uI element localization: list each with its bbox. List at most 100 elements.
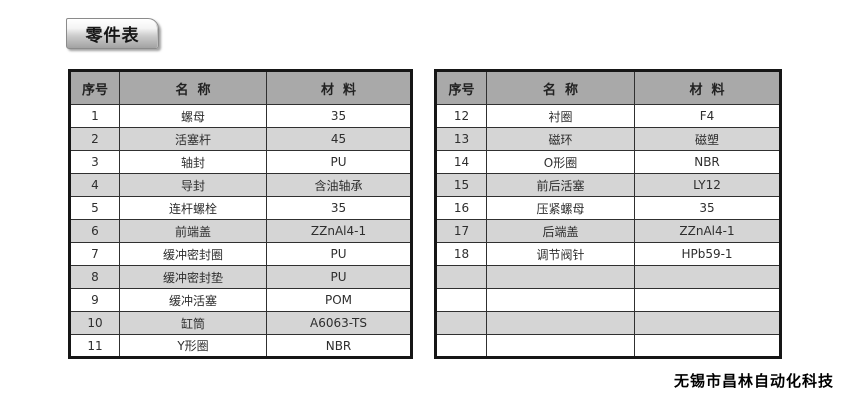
cell-material: 35 — [634, 196, 781, 220]
cell-no: 15 — [435, 173, 487, 197]
cell-no: 12 — [435, 104, 487, 128]
cell-no: 11 — [69, 334, 120, 358]
cell-no: 3 — [69, 150, 120, 174]
cell-name: 调节阀针 — [486, 242, 635, 266]
cell-name: 连杆螺栓 — [119, 196, 267, 220]
table-header-row: 序号 名 称 材 料 — [435, 70, 781, 105]
parts-table-right: 序号 名 称 材 料 12 衬圈 F4 13 磁环 磁塑 14 O形圈 NBR 15 前后活塞 LY1… — [434, 69, 782, 359]
cell-no: 7 — [69, 242, 120, 266]
table-row: 16 压紧螺母 35 — [435, 196, 781, 220]
cell-name — [486, 288, 635, 312]
cell-name: 前端盖 — [119, 219, 267, 243]
table-row: 15 前后活塞 LY12 — [435, 173, 781, 197]
cell-material: 35 — [266, 196, 412, 220]
table-row: 14 O形圈 NBR — [435, 150, 781, 174]
column-header-name: 名 称 — [486, 70, 635, 105]
cell-name: 螺母 — [119, 104, 267, 128]
cell-no: 14 — [435, 150, 487, 174]
cell-name — [486, 311, 635, 335]
cell-material: NBR — [634, 150, 781, 174]
cell-name: 压紧螺母 — [486, 196, 635, 220]
cell-no — [435, 334, 487, 358]
table-row: 13 磁环 磁塑 — [435, 127, 781, 151]
column-header-no: 序号 — [69, 70, 120, 105]
cell-no: 9 — [69, 288, 120, 312]
cell-no: 1 — [69, 104, 120, 128]
cell-material: 磁塑 — [634, 127, 781, 151]
cell-no: 6 — [69, 219, 120, 243]
cell-name: 缓冲密封圈 — [119, 242, 267, 266]
cell-no — [435, 265, 487, 289]
cell-no: 5 — [69, 196, 120, 220]
cell-material: ZZnAl4-1 — [634, 219, 781, 243]
cell-material: 45 — [266, 127, 412, 151]
cell-material — [634, 288, 781, 312]
table-row-empty — [435, 311, 781, 335]
page-title-text: 零件表 — [85, 26, 140, 46]
cell-name: O形圈 — [486, 150, 635, 174]
cell-material: PU — [266, 150, 412, 174]
table-row: 5 连杆螺栓 35 — [69, 196, 412, 220]
table-row: 4 导封 含油轴承 — [69, 173, 412, 197]
table-row-empty — [435, 265, 781, 289]
table-row: 2 活塞杆 45 — [69, 127, 412, 151]
cell-no: 13 — [435, 127, 487, 151]
column-header-no: 序号 — [435, 70, 487, 105]
cell-name: 磁环 — [486, 127, 635, 151]
cell-no: 18 — [435, 242, 487, 266]
table-header-row: 序号 名 称 材 料 — [69, 70, 412, 105]
cell-no — [435, 311, 487, 335]
cell-no: 16 — [435, 196, 487, 220]
cell-name: Y形圈 — [119, 334, 267, 358]
table-row-empty — [435, 334, 781, 358]
column-header-material: 材 料 — [634, 70, 781, 105]
cell-name: 轴封 — [119, 150, 267, 174]
column-header-name: 名 称 — [119, 70, 267, 105]
parts-table-left: 序号 名 称 材 料 1 螺母 35 2 活塞杆 45 3 轴封 PU 4 导封 含油轴承 5 连杆螺栓 3… — [68, 69, 413, 359]
cell-no: 2 — [69, 127, 120, 151]
cell-no: 4 — [69, 173, 120, 197]
cell-material: LY12 — [634, 173, 781, 197]
table-row: 1 螺母 35 — [69, 104, 412, 128]
table-row: 11 Y形圈 NBR — [69, 334, 412, 358]
cell-material — [634, 334, 781, 358]
table-row: 6 前端盖 ZZnAl4-1 — [69, 219, 412, 243]
table-row: 9 缓冲活塞 POM — [69, 288, 412, 312]
column-header-material: 材 料 — [266, 70, 412, 105]
cell-material — [634, 265, 781, 289]
cell-name — [486, 265, 635, 289]
cell-material — [634, 311, 781, 335]
cell-material: NBR — [266, 334, 412, 358]
cell-material: F4 — [634, 104, 781, 128]
table-row: 8 缓冲密封垫 PU — [69, 265, 412, 289]
cell-name: 后端盖 — [486, 219, 635, 243]
cell-material: PU — [266, 242, 412, 266]
cell-name: 前后活塞 — [486, 173, 635, 197]
table-row: 18 调节阀针 HPb59-1 — [435, 242, 781, 266]
cell-name: 导封 — [119, 173, 267, 197]
cell-material: PU — [266, 265, 412, 289]
cell-name: 缓冲活塞 — [119, 288, 267, 312]
table-body-right: 12 衬圈 F4 13 磁环 磁塑 14 O形圈 NBR 15 前后活塞 LY12 16 压紧螺母 35 17… — [435, 104, 781, 358]
table-body-left: 1 螺母 35 2 活塞杆 45 3 轴封 PU 4 导封 含油轴承 5 连杆螺栓 35 6 前端盖 ZZnAl4… — [69, 104, 412, 358]
cell-no — [435, 288, 487, 312]
cell-name: 衬圈 — [486, 104, 635, 128]
table-row: 12 衬圈 F4 — [435, 104, 781, 128]
cell-name: 活塞杆 — [119, 127, 267, 151]
table-row: 3 轴封 PU — [69, 150, 412, 174]
cell-material: POM — [266, 288, 412, 312]
table-row: 7 缓冲密封圈 PU — [69, 242, 412, 266]
table-row-empty — [435, 288, 781, 312]
cell-material: 含油轴承 — [266, 173, 412, 197]
table-row: 17 后端盖 ZZnAl4-1 — [435, 219, 781, 243]
cell-material: A6063-TS — [266, 311, 412, 335]
table-row: 10 缸筒 A6063-TS — [69, 311, 412, 335]
page-title: 零件表 — [66, 18, 159, 49]
cell-material: 35 — [266, 104, 412, 128]
company-name: 无锡市昌林自动化科技 — [673, 372, 834, 390]
cell-no: 8 — [69, 265, 120, 289]
cell-material: HPb59-1 — [634, 242, 781, 266]
cell-name: 缓冲密封垫 — [119, 265, 267, 289]
cell-material: ZZnAl4-1 — [266, 219, 412, 243]
cell-name — [486, 334, 635, 358]
